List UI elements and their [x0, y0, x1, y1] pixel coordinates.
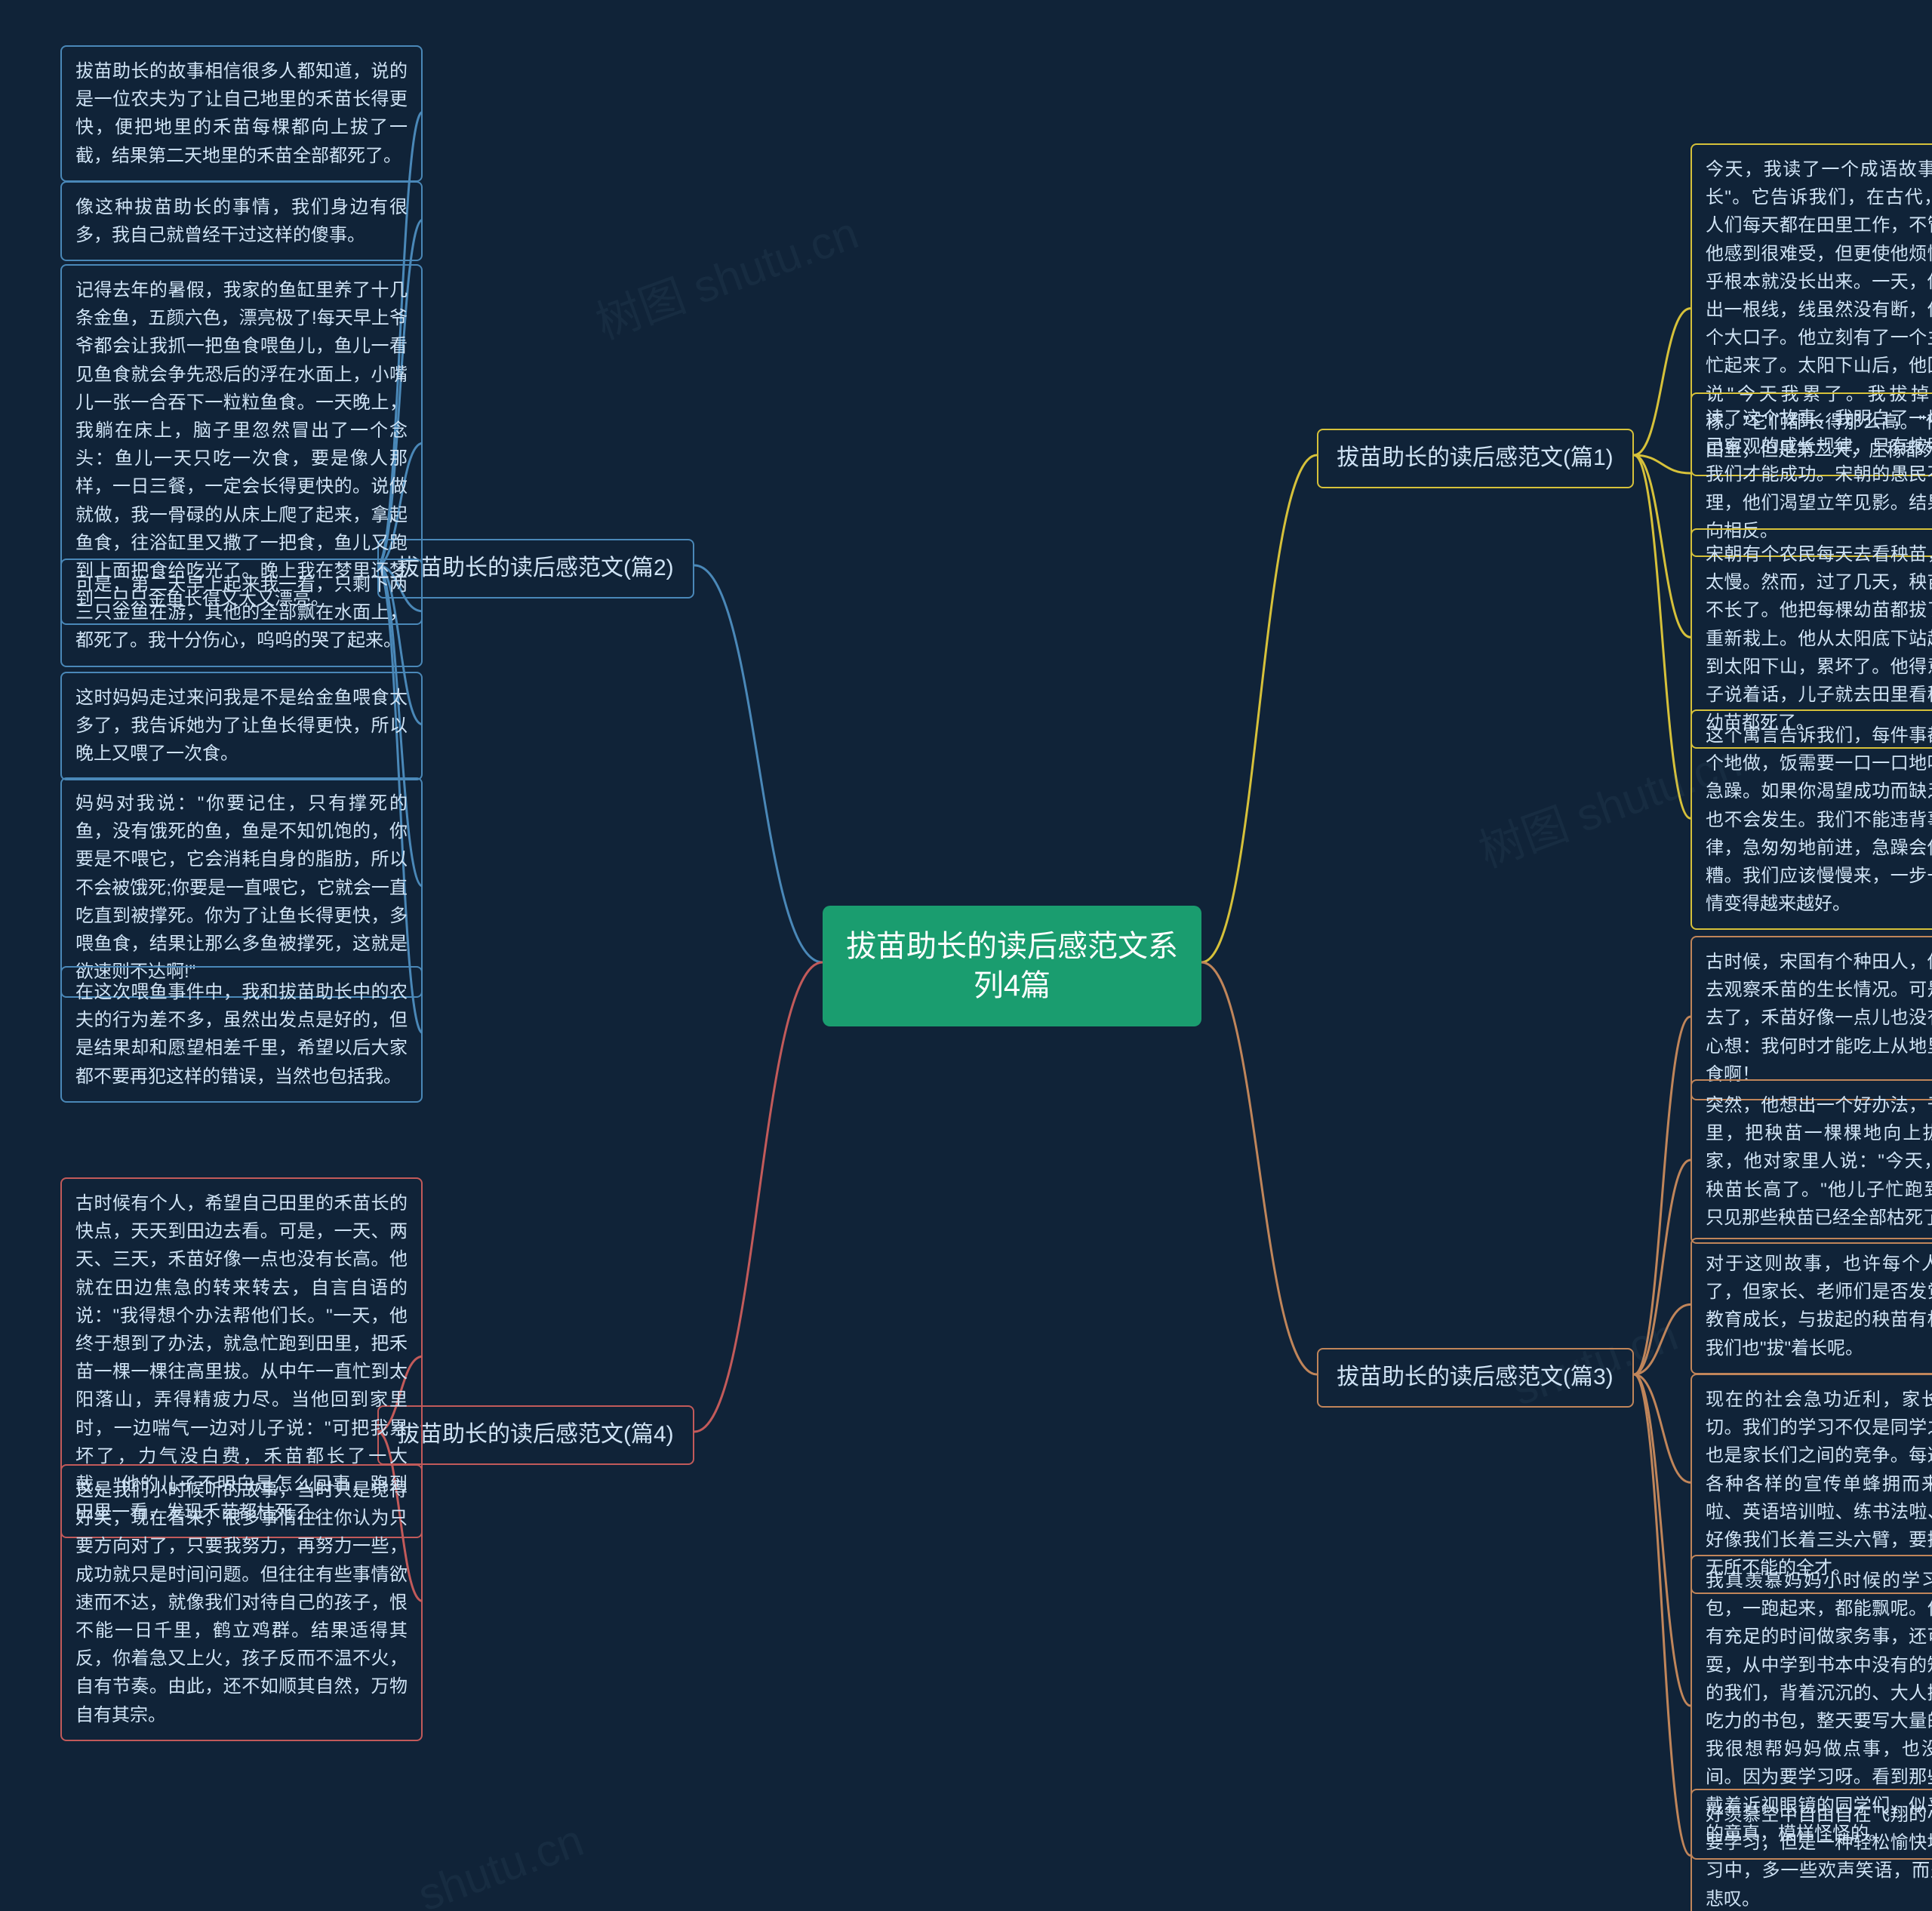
- leaf-b2-0[interactable]: 拔苗助长的故事相信很多人都知道，说的是一位农夫为了让自己地里的禾苗长得更快，便把…: [60, 45, 423, 182]
- leaf-b2-4[interactable]: 这时妈妈走过来问我是不是给金鱼喂食太多了，我告诉她为了让鱼长得更快，所以晚上又喂…: [60, 672, 423, 780]
- leaf-b2-5[interactable]: 妈妈对我说："你要记住，只有撑死的鱼，没有饿死的鱼，鱼是不知饥饱的，你要是不喂它…: [60, 777, 423, 998]
- leaf-b2-6[interactable]: 在这次喂鱼事件中，我和拔苗助长中的农夫的行为差不多，虽然出发点是好的，但是结果却…: [60, 966, 423, 1103]
- branch-b1[interactable]: 拔苗助长的读后感范文(篇1): [1317, 429, 1634, 488]
- leaf-b3-5[interactable]: 好羡慕空中自由自在飞翔的小鸟呀。我们要学习，但是一种轻松愉快地学习，有学习中，多…: [1690, 1789, 1932, 1911]
- leaf-b4-1[interactable]: 这是我们小时候听的故事，当时只是觉得好笑，现在看来，很多事情往往你认为只要方向对…: [60, 1464, 423, 1741]
- watermark: 树图 shutu.cn: [586, 196, 866, 352]
- leaf-b1-3[interactable]: 这个寓言告诉我们，每件事都需要一个一个地做，饭需要一口一口地吃。做事不要急躁。如…: [1690, 709, 1932, 930]
- branch-b4[interactable]: 拔苗助长的读后感范文(篇4): [377, 1405, 694, 1465]
- branch-b3[interactable]: 拔苗助长的读后感范文(篇3): [1317, 1348, 1634, 1408]
- branch-b2[interactable]: 拔苗助长的读后感范文(篇2): [377, 539, 694, 599]
- leaf-b2-1[interactable]: 像这种拔苗助长的事情，我们身边有很多，我自己就曾经干过这样的傻事。: [60, 181, 423, 261]
- center-topic[interactable]: 拔苗助长的读后感范文系 列4篇: [823, 906, 1201, 1026]
- leaf-b2-3[interactable]: 可是，第二天早上起来我一看，只剩下两三只金鱼在游，其他的全部飘在水面上，都死了。…: [60, 559, 423, 667]
- watermark: shutu.cn: [411, 1814, 590, 1911]
- leaf-b3-2[interactable]: 对于这则故事，也许每个人都耳熟能详了，但家长、老师们是否发觉我们现在的教育成长，…: [1690, 1238, 1932, 1374]
- leaf-b3-1[interactable]: 突然，他想出一个好办法，于是他来到田里，把秧苗一棵棵地向上拔高……回到家，他对家…: [1690, 1079, 1932, 1244]
- leaf-b3-0[interactable]: 古时候，宋国有个种田人，他经常到田间去观察禾苗的生长情况。可是，一天天过去了，禾…: [1690, 936, 1932, 1100]
